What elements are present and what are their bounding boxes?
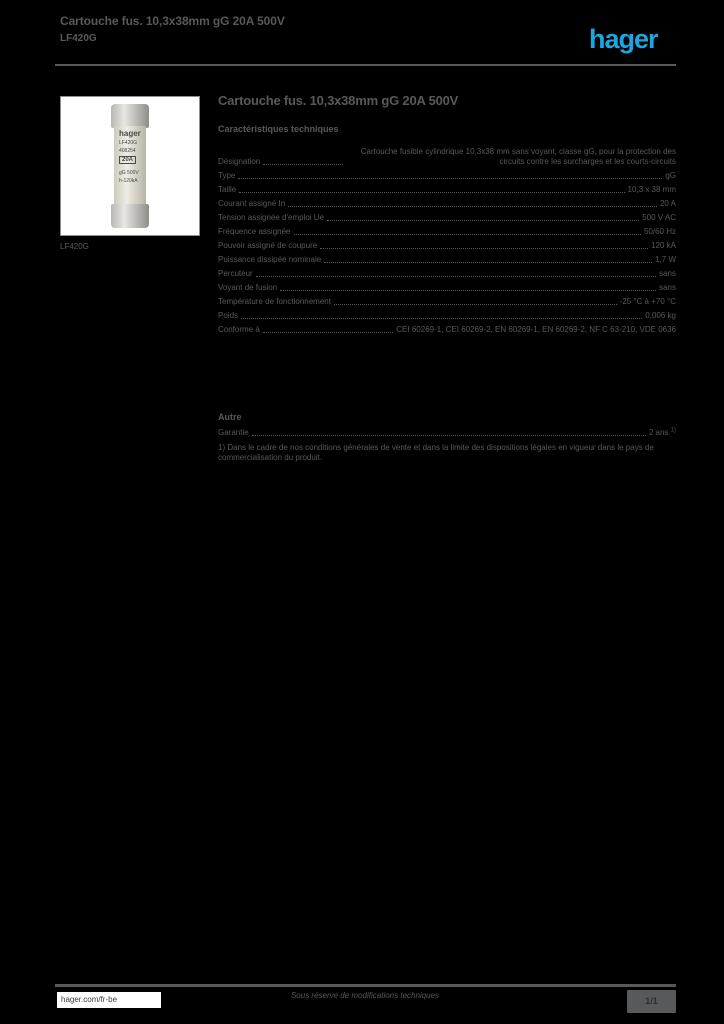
spec-value: gG xyxy=(665,171,676,180)
dotted-leader xyxy=(320,248,649,249)
spec-value: 20 A xyxy=(659,199,676,208)
spec-value: sans xyxy=(659,269,676,278)
table-row: Garantie 2 ans 1) xyxy=(218,427,676,438)
table-row: Type gG xyxy=(218,171,676,181)
warranty-value: 2 ans xyxy=(648,428,669,437)
dotted-leader xyxy=(239,192,625,193)
spec-label: Garantie xyxy=(218,428,249,437)
table-row: Puissance dissipée nominale 1,7 W xyxy=(218,255,676,265)
fuse-top-cap xyxy=(111,104,149,128)
spec-label: Pouvoir assigné de coupure xyxy=(218,241,318,250)
dotted-leader xyxy=(324,262,653,263)
footnote-text: 1) Dans le cadre de nos conditions génér… xyxy=(218,443,654,462)
page-title: Cartouche fus. 10,3x38mm gG 20A 500V xyxy=(218,93,459,108)
dotted-leader xyxy=(280,290,657,291)
spec-value: 10,3 x 38 mm xyxy=(627,185,676,194)
header-product-title: Cartouche fus. 10,3x38mm gG 20A 500V xyxy=(60,14,285,28)
spec-label: Puissance dissipée nominale xyxy=(218,255,322,264)
spec-label: Désignation xyxy=(218,157,261,166)
spec-value: CEI 60269-1, CEI 60269-2, EN 60269-1, EN… xyxy=(396,325,676,334)
table-row: Percuteur sans xyxy=(218,269,676,279)
table-row: Conforme à CEI 60269-1, CEI 60269-2, EN … xyxy=(218,325,676,335)
page-indicator: 1/1 xyxy=(627,990,676,1013)
spec-value: Cartouche fusible cylindrique 10,3x38 mm… xyxy=(360,147,676,166)
spec-label: Percuteur xyxy=(218,269,253,278)
table-row: Désignation Cartouche fusible cylindriqu… xyxy=(218,147,676,167)
table-row: Pouvoir assigné de coupure 120 kA xyxy=(218,241,676,251)
spec-label: Fréquence assignée xyxy=(218,227,291,236)
fuse-ceramic-body: hager LF420G 408254 20A gG 500V h-120kA xyxy=(114,126,146,206)
spec-value: 120 kA xyxy=(651,241,676,250)
table-row: Voyant de fusion sans xyxy=(218,283,676,293)
dotted-leader xyxy=(333,304,617,305)
table-row: Température de fonctionnement -25 °C à +… xyxy=(218,297,676,307)
spec-label: Taille xyxy=(218,185,237,194)
dotted-leader xyxy=(241,318,643,319)
dotted-leader xyxy=(327,220,640,221)
dotted-leader xyxy=(293,234,641,235)
dotted-leader xyxy=(263,164,343,165)
spec-label: Conforme à xyxy=(218,325,260,334)
spec-value: 500 V AC xyxy=(642,213,676,222)
fuse-bottom-cap xyxy=(111,204,149,228)
fuse-brand-marking: hager xyxy=(119,129,141,138)
spec-label: Type xyxy=(218,171,236,180)
spec-value: 50/60 Hz xyxy=(643,227,676,236)
fuse-ref-marking: LF420G xyxy=(119,140,138,146)
spec-label: Température de fonctionnement xyxy=(218,297,331,306)
product-image-caption: LF420G xyxy=(60,242,89,251)
table-row: Poids 0,006 kg xyxy=(218,311,676,321)
fuse-cartridge-illustration: hager LF420G 408254 20A gG 500V h-120kA xyxy=(111,104,149,228)
hager-logo: hager xyxy=(589,24,659,54)
table-row: Fréquence assignée 50/60 Hz xyxy=(218,227,676,237)
header-divider xyxy=(55,64,676,66)
spec-label: Tension assignée d'emploi Ue xyxy=(218,213,325,222)
fuse-class-marking: gG 500V xyxy=(119,170,139,176)
spec-value: 2 ans 1) xyxy=(648,427,676,438)
product-image: hager LF420G 408254 20A gG 500V h-120kA xyxy=(60,96,200,236)
dotted-leader xyxy=(262,332,394,333)
dotted-leader xyxy=(288,206,657,207)
footnote-reference: 1) xyxy=(670,427,676,434)
dotted-leader xyxy=(251,435,646,436)
table-row: Courant assigné In 20 A xyxy=(218,199,676,209)
website-link[interactable]: hager.com/fr-be xyxy=(57,992,161,1008)
footer-disclaimer: Sous réserve de modifications techniques xyxy=(290,991,440,1000)
header-product-reference: LF420G xyxy=(60,33,97,44)
fuse-rating-marking: 20A xyxy=(119,156,137,164)
spec-value: 0,006 kg xyxy=(645,311,676,320)
spec-value: -25 °C à +70 °C xyxy=(619,297,676,306)
other-table: Garantie 2 ans 1) xyxy=(218,427,676,442)
section-heading-other: Autre xyxy=(218,412,242,422)
spec-label: Courant assigné In xyxy=(218,199,286,208)
dotted-leader xyxy=(238,178,663,179)
spec-value: sans xyxy=(659,283,676,292)
spec-value: 1,7 W xyxy=(655,255,676,264)
fuse-code-marking: 408254 xyxy=(119,148,136,154)
section-heading-technical: Caractéristiques techniques xyxy=(218,124,339,134)
spec-label: Poids xyxy=(218,311,239,320)
dotted-leader xyxy=(255,276,657,277)
spec-label: Voyant de fusion xyxy=(218,283,278,292)
table-row: Tension assignée d'emploi Ue 500 V AC xyxy=(218,213,676,223)
table-row: Taille 10,3 x 38 mm xyxy=(218,185,676,195)
fuse-breaking-marking: h-120kA xyxy=(119,178,138,184)
footer-divider xyxy=(55,984,676,987)
technical-characteristics-table: Désignation Cartouche fusible cylindriqu… xyxy=(218,147,676,339)
